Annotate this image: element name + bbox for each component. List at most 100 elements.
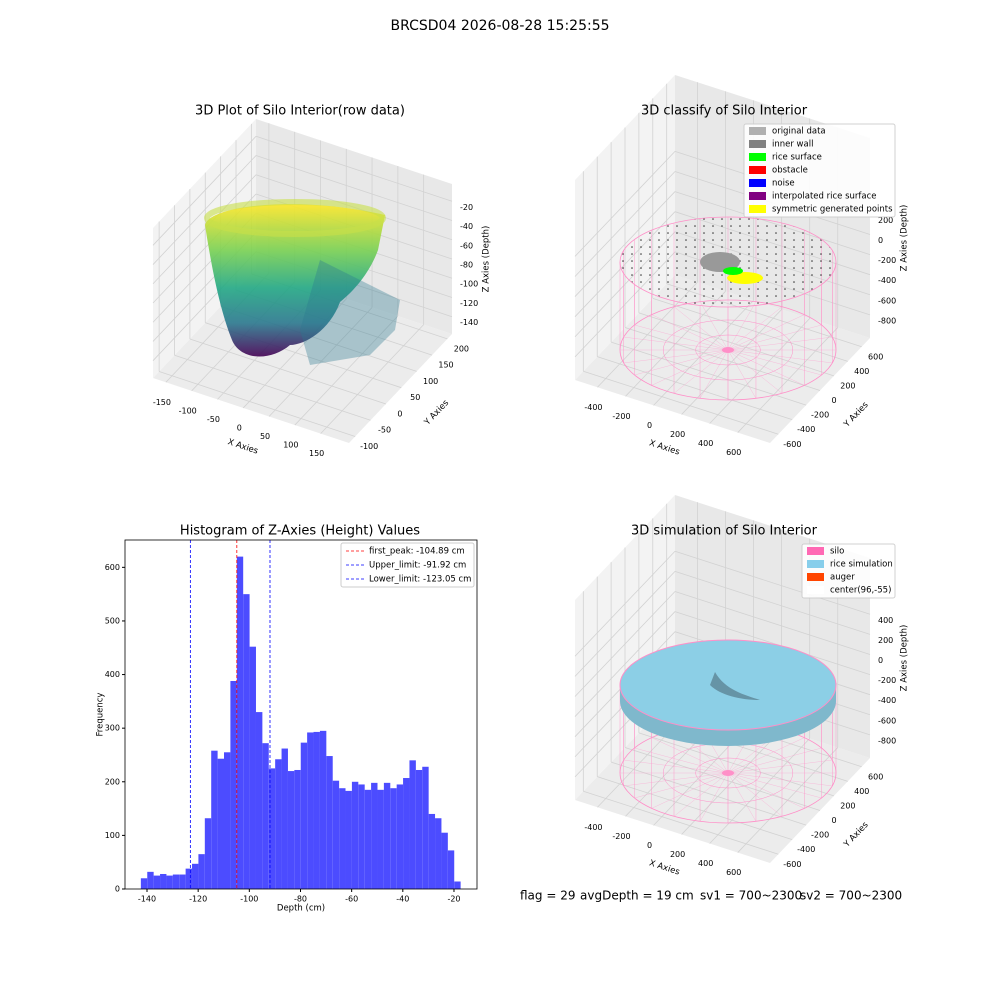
- z-tick-label: -600: [878, 296, 896, 305]
- x-tick-label: -100: [179, 406, 197, 415]
- silo-wire: [727, 737, 805, 774]
- z-tick-label: -80: [460, 261, 473, 270]
- x-axis-label: X Axies: [648, 858, 681, 877]
- x-tick-label: 0: [647, 421, 652, 430]
- bar: [313, 731, 320, 889]
- silo-wire: [727, 306, 783, 351]
- y-tick-label: 600: [868, 352, 883, 361]
- bar: [332, 780, 340, 889]
- bar: [447, 850, 455, 889]
- z-tick-label: 200: [878, 636, 893, 645]
- silo-wire: [727, 314, 805, 351]
- grid-line: [638, 732, 835, 797]
- z-tick-label: -140: [460, 318, 478, 327]
- silo-ring: [695, 334, 761, 366]
- bar: [268, 768, 276, 889]
- x-tick-label: 600: [726, 448, 741, 457]
- y-tick-label: -600: [783, 860, 801, 869]
- bar: [371, 782, 378, 889]
- z-tick-label: -20: [460, 203, 473, 212]
- bar: [351, 781, 359, 889]
- grid-line: [610, 761, 807, 826]
- point-rim: [204, 199, 386, 237]
- z-tick-label: -600: [878, 716, 896, 725]
- bar: [428, 813, 436, 889]
- x-tick-label: 0: [647, 841, 652, 850]
- silo-wire: [634, 747, 729, 774]
- bar: [179, 874, 186, 889]
- z-tick-label: -800: [878, 736, 896, 745]
- silo-wire: [727, 772, 822, 799]
- silo-wire: [727, 336, 833, 351]
- legend-label: inner wall: [772, 140, 813, 150]
- grid-line: [674, 611, 871, 675]
- silo-ring: [695, 757, 761, 789]
- y-tick-label: 100: [105, 831, 120, 840]
- bar: [255, 712, 263, 889]
- grid-line: [189, 338, 387, 405]
- legend-box: [801, 543, 896, 599]
- z-tick-label: -800: [878, 316, 896, 325]
- suptitle: BRCSD04 2026-08-28 15:25:55: [390, 18, 609, 34]
- grid-line: [152, 155, 257, 265]
- silo-center: [722, 347, 734, 353]
- x-tick-label: 200: [670, 430, 685, 439]
- z-tick-label: -60: [460, 241, 473, 250]
- x-tick-label: -200: [612, 412, 630, 421]
- bar: [358, 784, 365, 889]
- grid-line: [574, 551, 676, 657]
- inner-wall-points: [700, 252, 740, 272]
- legend-label: rice surface: [772, 153, 822, 163]
- x-axis-label: Depth (cm): [277, 904, 325, 914]
- legend-label: symmetric generated points: [772, 205, 893, 215]
- z-axis-label: Z Axies (Depth): [900, 625, 910, 692]
- bar: [345, 790, 352, 889]
- bar: [217, 758, 224, 889]
- rice-top: [619, 639, 837, 731]
- legend-swatch: [807, 560, 824, 568]
- bar: [185, 868, 193, 889]
- silo-wire: [727, 772, 757, 822]
- x-tick-label: 200: [670, 850, 685, 859]
- silo-wire: [727, 747, 822, 774]
- grid-line: [255, 155, 453, 221]
- legend-label: original data: [772, 127, 826, 137]
- y-tick-label: 400: [854, 367, 869, 376]
- z-tick-label: 0: [878, 236, 883, 245]
- grid-line: [574, 151, 676, 257]
- bar: [147, 871, 154, 889]
- point-cloud: [205, 204, 385, 357]
- y-axis-label: Y Axies: [422, 398, 451, 428]
- x-tick-label: 50: [260, 432, 270, 441]
- y-tick-label: 150: [438, 361, 453, 370]
- silo-wire: [651, 349, 729, 386]
- x-tick-label: -50: [207, 415, 220, 424]
- silo-wire: [634, 349, 729, 376]
- silo-wire: [727, 772, 833, 787]
- z-tick-label: -200: [878, 256, 896, 265]
- z-axis-label: Z Axies (Depth): [482, 226, 492, 293]
- silo-wire: [623, 772, 729, 787]
- y-tick-label: 200: [840, 381, 855, 390]
- bar: [230, 680, 237, 889]
- grid-line: [674, 550, 871, 615]
- x-tick-label: -400: [584, 403, 602, 412]
- bar: [160, 873, 167, 889]
- bar: [172, 874, 180, 889]
- bar: [377, 789, 384, 889]
- grid-line: [583, 790, 779, 855]
- x-axis-label: X Axies: [226, 437, 259, 457]
- silo-center: [722, 770, 734, 776]
- grid-line: [674, 591, 871, 655]
- z-tick-label: -120: [460, 299, 478, 308]
- z-tick-label: 400: [878, 616, 893, 625]
- legend-swatch: [807, 586, 824, 594]
- legend-label: noise: [772, 179, 795, 189]
- y-axis-label: Y Axies: [841, 400, 871, 430]
- silo-wire: [727, 349, 833, 364]
- silo-wire: [651, 772, 729, 809]
- x-tick-label: 600: [726, 868, 741, 877]
- bar: [140, 878, 148, 889]
- z-tick-label: -400: [878, 276, 896, 285]
- grid-line: [574, 191, 676, 297]
